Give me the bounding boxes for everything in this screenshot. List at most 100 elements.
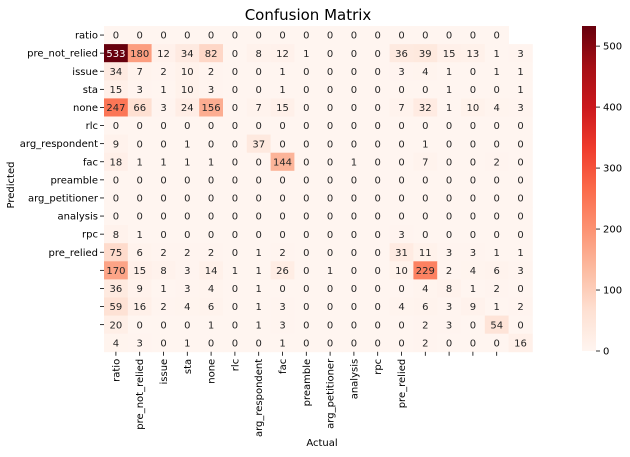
heatmap-cell [389, 243, 414, 262]
cell-value-label: 2 [422, 320, 428, 331]
heatmap-cell [365, 152, 390, 172]
cell-value-label: 3 [137, 85, 143, 96]
cell-value-label: 0 [517, 284, 523, 295]
heatmap-cell [294, 225, 319, 244]
heatmap-cell [223, 62, 248, 81]
heatmap-cell [223, 333, 248, 353]
heatmap-cell [151, 98, 176, 117]
heatmap-cell [294, 333, 319, 353]
cell-value-label: 247 [106, 103, 125, 114]
heatmap-cell [508, 170, 533, 190]
heatmap-cell [318, 98, 343, 117]
heatmap-cell [437, 315, 462, 335]
cell-value-label: 1 [160, 284, 166, 295]
heatmap-cell [342, 98, 367, 117]
cell-value-label: 0 [422, 230, 428, 241]
cell-value-label: 0 [446, 194, 452, 205]
heatmap-cell [389, 279, 414, 298]
heatmap-cell [104, 225, 129, 244]
cell-value-label: 0 [232, 248, 238, 259]
heatmap-cell [127, 98, 152, 117]
cell-value-label: 0 [398, 212, 404, 223]
cell-value-label: 0 [137, 194, 143, 205]
heatmap-cell [461, 243, 486, 262]
heatmap-cell [127, 134, 152, 154]
cell-value-label: 0 [160, 175, 166, 186]
heatmap-cell [199, 134, 224, 154]
cell-value-label: 0 [422, 194, 428, 205]
heatmap-cell [461, 170, 486, 190]
cell-value-label: 0 [208, 212, 214, 223]
heatmap-cell [484, 170, 509, 190]
heatmap-cell [199, 315, 224, 335]
cell-value-label: 0 [113, 121, 119, 132]
heatmap-cell [294, 26, 319, 45]
heatmap-cell [199, 80, 224, 99]
heatmap-cell [508, 333, 533, 353]
heatmap-cell [246, 188, 271, 208]
cell-value-label: 0 [113, 31, 119, 42]
cell-value-label: 0 [470, 320, 476, 331]
cell-value-label: 4 [470, 266, 476, 277]
cell-value-label: 2 [494, 284, 500, 295]
cell-value-label: 0 [327, 302, 333, 313]
cell-value-label: 8 [113, 230, 119, 241]
cell-value-label: 0 [113, 212, 119, 223]
heatmap-cell [365, 170, 390, 190]
heatmap-cell [246, 315, 271, 335]
cell-value-label: 2 [208, 67, 214, 78]
cell-value-label: 0 [184, 212, 190, 223]
heatmap-cell [175, 297, 200, 316]
heatmap-cell [342, 152, 367, 172]
heatmap-cell [342, 116, 367, 135]
heatmap-cell [294, 98, 319, 117]
cell-value-label: 3 [137, 338, 143, 349]
heatmap-cell [104, 134, 129, 154]
cell-value-label: 2 [160, 302, 166, 313]
heatmap-cell [270, 333, 295, 353]
cell-value-label: 9 [470, 302, 476, 313]
cell-value-label: 3 [398, 230, 404, 241]
colorbar-tick-label: 400 [603, 103, 622, 114]
cell-value-label: 1 [446, 67, 452, 78]
heatmap-cell [461, 116, 486, 135]
cell-value-label: 0 [470, 230, 476, 241]
cell-value-label: 0 [446, 31, 452, 42]
heatmap-cell [127, 80, 152, 99]
heatmap-cell [484, 80, 509, 99]
x-tick-label: preamble [302, 359, 313, 407]
x-tick-label: arg_respondent [254, 359, 265, 437]
cell-value-label: 0 [517, 175, 523, 186]
heatmap-cell [365, 98, 390, 117]
heatmap-cell [127, 315, 152, 335]
heatmap-cell [175, 116, 200, 135]
cell-value-label: 14 [205, 266, 218, 277]
heatmap-cell [342, 188, 367, 208]
heatmap-cell [389, 80, 414, 99]
cell-value-label: 7 [398, 103, 404, 114]
y-tick-label: fac [83, 157, 98, 168]
cell-value-label: 0 [398, 194, 404, 205]
heatmap-cell [294, 80, 319, 99]
heatmap-cell [318, 207, 343, 226]
heatmap-cell [508, 116, 533, 135]
heatmap-cell [342, 80, 367, 99]
cell-value-label: 0 [446, 121, 452, 132]
heatmap-cell [199, 188, 224, 208]
heatmap-cell [246, 116, 271, 135]
cell-value-label: 15 [276, 103, 289, 114]
heatmap-cell [413, 98, 438, 117]
chart-title: Confusion Matrix [245, 6, 372, 24]
heatmap-cell [437, 333, 462, 353]
cell-value-label: 0 [208, 338, 214, 349]
heatmap-cell [270, 243, 295, 262]
cell-value-label: 15 [133, 266, 146, 277]
cell-value-label: 2 [160, 67, 166, 78]
heatmap-cell [294, 243, 319, 262]
heatmap-cell [151, 297, 176, 316]
x-tick-label: issue [159, 359, 170, 385]
heatmap-cell [270, 261, 295, 280]
heatmap-cell [175, 134, 200, 154]
heatmap-cell [461, 225, 486, 244]
cell-value-label: 0 [327, 248, 333, 259]
